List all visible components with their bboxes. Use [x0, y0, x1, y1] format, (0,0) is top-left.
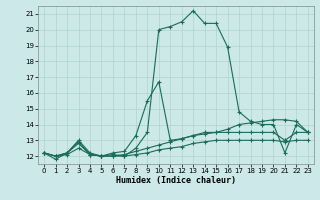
X-axis label: Humidex (Indice chaleur): Humidex (Indice chaleur): [116, 176, 236, 185]
